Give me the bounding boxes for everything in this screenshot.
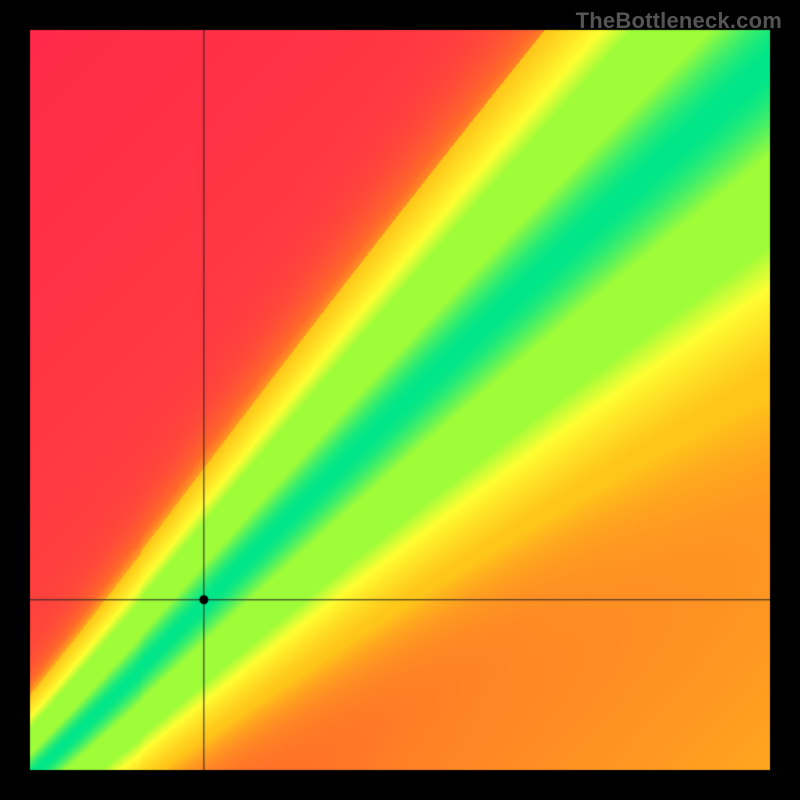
chart-container: TheBottleneck.com [0,0,800,800]
bottleneck-heatmap [0,0,800,800]
watermark-text: TheBottleneck.com [576,8,782,34]
